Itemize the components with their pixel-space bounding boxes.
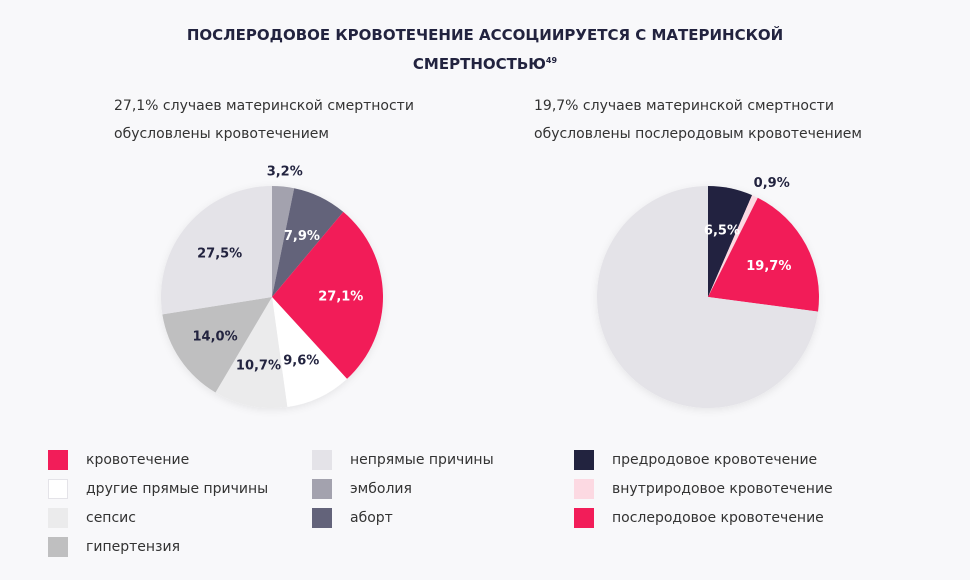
legend-swatch xyxy=(574,508,594,528)
slice-data-label: 27,1% xyxy=(318,289,363,304)
legend-label: аборт xyxy=(350,510,393,526)
slice-data-label: 14,0% xyxy=(193,330,238,345)
pie-slice xyxy=(272,211,383,379)
legend-swatch xyxy=(312,450,332,470)
pie-slice xyxy=(272,297,347,407)
left-subtitle-line-2: обусловлены кровотечением xyxy=(114,126,329,142)
pie-slice xyxy=(708,195,758,297)
slice-data-label: 7,9% xyxy=(284,229,320,244)
legend-item: другие прямые причины xyxy=(48,479,268,499)
right-subtitle: 19,7% случаев материнской смертности обу… xyxy=(534,92,862,148)
pie-1 xyxy=(161,186,383,408)
pie-slice xyxy=(272,188,344,297)
pie-2 xyxy=(597,186,820,408)
legend-item: непрямые причины xyxy=(312,450,494,470)
legend-label: предродовое кровотечение xyxy=(612,452,818,468)
chart-title: ПОСЛЕРОДОВОЕ КРОВОТЕЧЕНИЕ АССОЦИИРУЕТСЯ … xyxy=(0,22,970,77)
pie-slice xyxy=(708,197,820,312)
legend-swatch xyxy=(312,508,332,528)
legend-item: предродовое кровотечение xyxy=(574,450,817,470)
slice-data-label: 3,2% xyxy=(267,165,303,180)
legend-swatch xyxy=(574,450,594,470)
legend-swatch xyxy=(48,537,68,557)
pie-slice xyxy=(597,186,819,408)
legend-label: непрямые причины xyxy=(350,452,494,468)
legend-swatch xyxy=(312,479,332,499)
title-line-1: ПОСЛЕРОДОВОЕ КРОВОТЕЧЕНИЕ АССОЦИИРУЕТСЯ … xyxy=(186,26,784,44)
legend-label: другие прямые причины xyxy=(86,481,269,497)
legend-swatch xyxy=(48,450,68,470)
legend-label: кровотечение xyxy=(86,452,190,468)
pie-slice xyxy=(162,297,272,393)
left-subtitle-line-1: 27,1% случаев материнской смертности xyxy=(114,98,414,114)
slice-data-label: 6,5% xyxy=(704,224,740,239)
title-line-2: СМЕРТНОСТЬЮ49 xyxy=(0,48,970,77)
footnote-ref: 49 xyxy=(545,56,558,65)
title-line-2-text: СМЕРТНОСТЬЮ xyxy=(412,55,546,73)
right-subtitle-line-2: обусловлены послеродовым кровотечением xyxy=(534,126,862,142)
legend-label: эмболия xyxy=(350,481,412,497)
pie-slice xyxy=(272,186,295,297)
legend-item: гипертензия xyxy=(48,537,180,557)
legend-label: гипертензия xyxy=(86,539,180,555)
legend-item: аборт xyxy=(312,508,393,528)
slice-data-label: 27,5% xyxy=(197,246,242,261)
slice-data-label: 9,6% xyxy=(283,353,319,368)
legend-item: сепсис xyxy=(48,508,136,528)
legend-swatch xyxy=(48,508,68,528)
legend-swatch xyxy=(574,479,594,499)
right-subtitle-line-1: 19,7% случаев материнской смертности xyxy=(534,98,834,114)
legend-item: послеродовое кровотечение xyxy=(574,508,824,528)
legend-label: сепсис xyxy=(86,510,136,526)
pie-slice xyxy=(215,297,288,408)
slice-data-label: 0,9% xyxy=(754,176,790,191)
pie-slice xyxy=(161,186,272,315)
legend-label: внутриродовое кровотечение xyxy=(612,481,833,497)
legend-item: кровотечение xyxy=(48,450,189,470)
legend-swatch xyxy=(48,479,68,499)
slice-data-label: 19,7% xyxy=(746,259,791,274)
legend-label: послеродовое кровотечение xyxy=(612,510,824,526)
pie-slice xyxy=(708,186,753,297)
legend-item: внутриродовое кровотечение xyxy=(574,479,833,499)
legend-item: эмболия xyxy=(312,479,412,499)
left-subtitle: 27,1% случаев материнской смертности обу… xyxy=(114,92,414,148)
slice-data-label: 10,7% xyxy=(236,358,281,373)
